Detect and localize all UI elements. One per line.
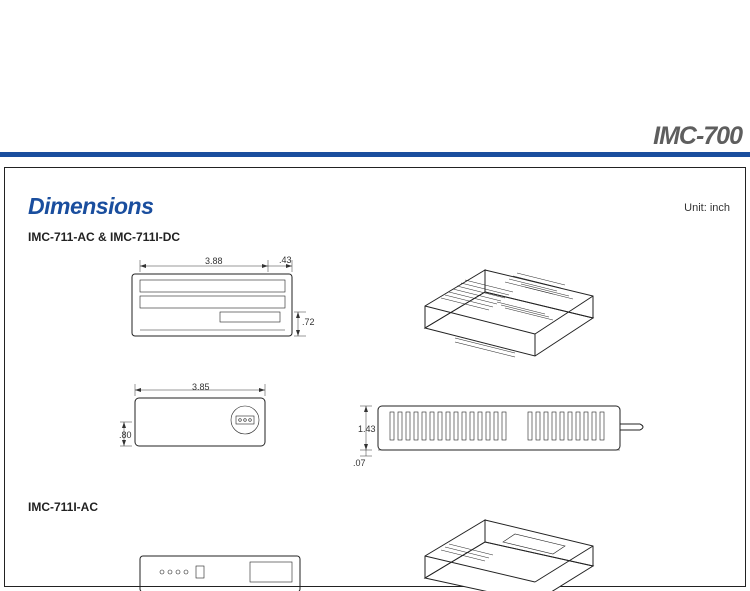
drawing-top-view-2	[130, 552, 320, 591]
model-title: IMC-700	[653, 122, 742, 151]
header-rule	[0, 152, 750, 157]
section-title: Dimensions	[28, 193, 153, 220]
drawing-top-view	[120, 252, 315, 352]
drawing-rear-view	[110, 378, 300, 468]
drawing-isometric-1	[385, 248, 615, 376]
unit-label: Unit: inch	[684, 202, 730, 214]
subsection-2-title: IMC-711I-AC	[28, 500, 98, 514]
page: IMC-700 Dimensions Unit: inch IMC-711-AC…	[0, 0, 750, 591]
subsection-1-title: IMC-711-AC & IMC-711I-DC	[28, 230, 180, 244]
drawing-isometric-2	[385, 506, 615, 591]
drawing-side-view	[350, 392, 650, 472]
